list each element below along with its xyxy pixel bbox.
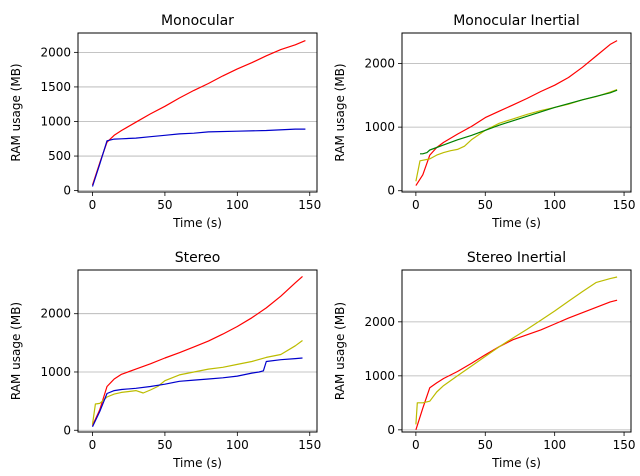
chart-panel-2: 0 50 100 150 0 1000 2000 Monocular Inertial Time… (333, 13, 636, 230)
x-tick-label: 0 (412, 198, 420, 212)
y-axis-label: RAM usage (MB) (9, 63, 23, 161)
x-tick-label: 150 (613, 198, 636, 212)
series-line-2 (415, 276, 618, 425)
chart-title: Monocular Inertial (453, 13, 580, 29)
plot-frame (77, 32, 318, 193)
x-axis-label: Time (s) (491, 216, 541, 230)
x-tick-label: 50 (478, 438, 493, 452)
chart-panel-3: 0 50 100 150 0 1000 2000 Stereo Time (s) RAM usag… (9, 250, 321, 470)
y-axis-label: RAM usage (MB) (333, 302, 347, 400)
chart-title: Stereo Inertial (467, 250, 566, 266)
x-tick-label: 0 (89, 198, 97, 212)
plot-frame (401, 32, 632, 193)
chart-title: Stereo (175, 250, 221, 266)
y-tick-label: 2000 (40, 307, 71, 321)
plot-frame (77, 269, 318, 433)
x-tick-label: 0 (412, 438, 420, 452)
y-tick-label: 500 (48, 149, 71, 163)
y-tick-label: 1000 (364, 120, 395, 134)
x-tick-label: 50 (157, 438, 172, 452)
x-axis-label: Time (s) (172, 456, 222, 470)
series-line-1 (415, 299, 618, 430)
x-tick-label: 150 (298, 198, 321, 212)
y-tick-label: 2000 (40, 45, 71, 59)
x-tick-label: 100 (226, 198, 249, 212)
x-axis-label: Time (s) (172, 216, 222, 230)
x-tick-label: 50 (157, 198, 172, 212)
series-line-2 (91, 340, 303, 425)
y-tick-label: 2000 (364, 315, 395, 329)
x-tick-label: 150 (613, 438, 636, 452)
y-tick-label: 1500 (40, 80, 71, 94)
y-tick-label: 0 (63, 423, 71, 437)
series-line-3 (420, 89, 618, 155)
x-tick-label: 100 (226, 438, 249, 452)
y-tick-label: 2000 (364, 57, 395, 71)
x-tick-label: 50 (478, 198, 493, 212)
x-tick-label: 100 (543, 438, 566, 452)
x-tick-label: 150 (298, 438, 321, 452)
series-line-1 (415, 40, 618, 186)
y-tick-label: 0 (387, 184, 395, 198)
chart-title: Monocular (161, 13, 234, 29)
series-line-2 (91, 128, 306, 187)
series-line-1 (91, 275, 303, 426)
chart-panel-4: 0 50 100 150 0 1000 2000 Stereo Inertial Time (s… (333, 250, 636, 470)
x-axis-label: Time (s) (491, 456, 541, 470)
y-tick-label: 1000 (40, 114, 71, 128)
y-tick-label: 0 (387, 423, 395, 437)
y-tick-label: 1000 (364, 369, 395, 383)
series-line-1 (91, 40, 306, 186)
y-axis-label: RAM usage (MB) (333, 63, 347, 161)
y-axis-label: RAM usage (MB) (9, 302, 23, 400)
series-line-3 (91, 357, 303, 428)
x-tick-label: 0 (89, 438, 97, 452)
y-tick-label: 0 (63, 184, 71, 198)
y-tick-label: 1000 (40, 365, 71, 379)
plot-frame (401, 269, 632, 433)
x-tick-label: 100 (543, 198, 566, 212)
